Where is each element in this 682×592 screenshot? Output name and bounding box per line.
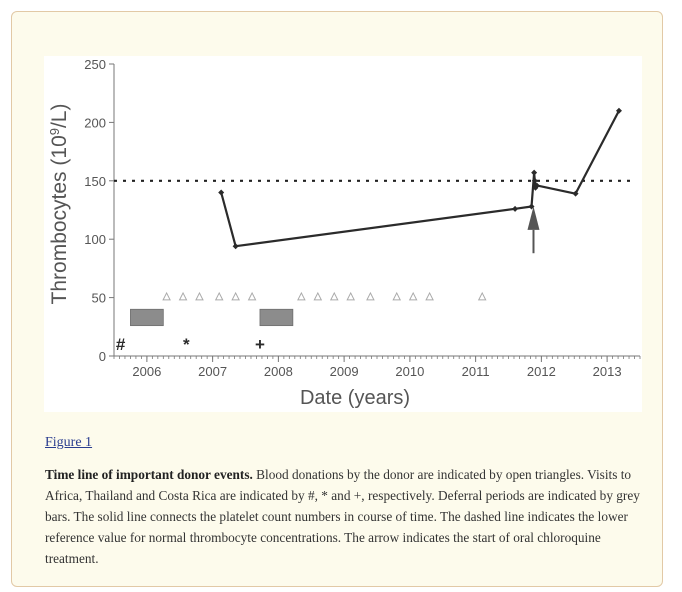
donation-triangle	[297, 291, 306, 301]
platelet-line	[220, 110, 620, 248]
x-tick-label: 2013	[593, 364, 622, 379]
figure-link[interactable]: Figure 1	[45, 435, 93, 450]
data-point	[218, 189, 225, 196]
x-tick-label: 2008	[264, 364, 293, 379]
x-tick-label: 2009	[330, 364, 359, 379]
donation-triangle	[329, 291, 339, 301]
visit-symbol: #	[116, 335, 126, 354]
donation-triangle	[313, 291, 323, 301]
data-point	[532, 184, 539, 191]
donation-triangle	[477, 291, 487, 301]
x-tick-label: 2006	[132, 364, 161, 379]
data-point	[531, 169, 538, 176]
x-tick-label: 2011	[462, 364, 490, 379]
visit-symbol: +	[255, 335, 265, 354]
figure-card: Thrombocytes (109/L) Date (years) 0 50 100…	[11, 11, 663, 587]
donation-triangle	[231, 291, 240, 301]
caption-title: Time line of important donor events.	[45, 467, 253, 482]
donation-triangle	[162, 291, 171, 301]
y-tick-label: 150	[84, 174, 106, 189]
x-tick-label: 2012	[527, 364, 556, 379]
data-point	[531, 177, 538, 184]
x-axis-label: Date (years)	[300, 387, 410, 409]
donation-triangle	[247, 291, 257, 301]
y-tick-label: 200	[84, 115, 106, 130]
data-point	[512, 205, 519, 212]
data-point	[572, 190, 579, 197]
donation-triangle	[178, 291, 188, 301]
x-tick-label: 2007	[198, 364, 227, 379]
donation-triangle	[425, 291, 434, 301]
y-tick-label: 100	[84, 232, 106, 247]
treatment-arrow-head	[527, 206, 540, 230]
deferral-bar	[259, 308, 294, 327]
data-point	[528, 203, 535, 210]
donation-triangle	[214, 291, 224, 301]
x-tick-label: 2010	[395, 364, 424, 379]
thrombocyte-chart: Thrombocytes (109/L) Date (years) 0 50 100…	[47, 57, 641, 409]
visit-symbol: *	[183, 335, 190, 354]
donation-triangle	[408, 291, 418, 301]
y-tick-label: 50	[92, 291, 106, 306]
caption-body: Blood donations by the donor are indicat…	[45, 467, 640, 566]
y-tick-label: 250	[84, 57, 106, 72]
donation-triangle	[366, 291, 375, 301]
data-point	[232, 243, 239, 250]
donation-triangle	[392, 291, 402, 301]
deferral-bar	[130, 308, 164, 327]
data-point	[533, 182, 540, 189]
donation-triangle	[195, 291, 204, 301]
figure-caption: Time line of important donor events. Blo…	[45, 464, 645, 569]
data-point	[615, 107, 622, 114]
chart-area: Thrombocytes (109/L) Date (years) 0 50 100…	[44, 56, 642, 412]
y-tick-label: 0	[99, 349, 106, 364]
donation-triangle	[346, 291, 356, 301]
y-axis-label: Thrombocytes (109/L)	[47, 104, 71, 305]
